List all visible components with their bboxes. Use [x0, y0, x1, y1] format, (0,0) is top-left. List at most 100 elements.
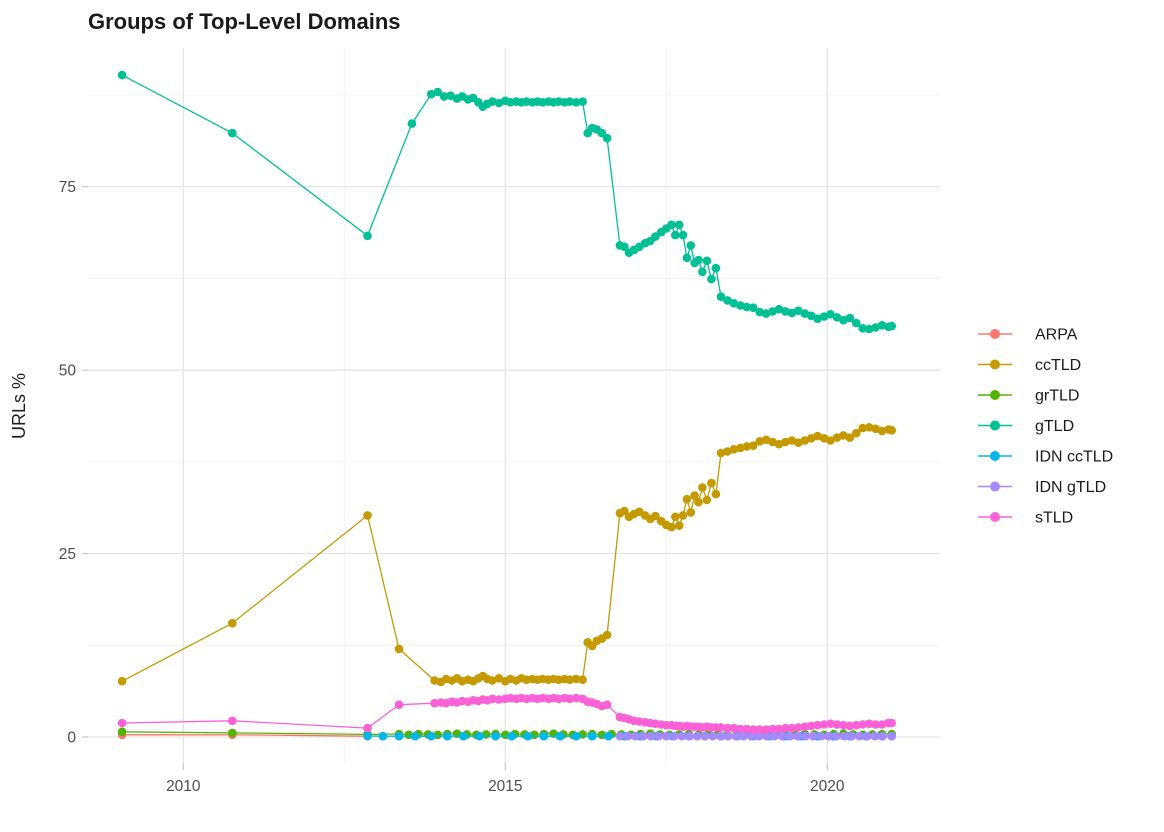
series-line-cctld	[122, 427, 892, 682]
series-point-idn-gtld	[716, 732, 725, 741]
series-point-cctld	[712, 490, 721, 499]
series-point-idn-gtld	[878, 732, 887, 741]
series-point-cctld	[887, 426, 896, 435]
series-point-idn-gtld	[832, 732, 841, 741]
series-point-idn-cctld	[411, 732, 420, 741]
series-point-stld	[363, 724, 372, 733]
legend-label: grTLD	[1035, 388, 1079, 405]
series-point-idn-gtld	[647, 732, 656, 741]
series-point-gtld	[887, 322, 896, 331]
legend-key-point	[990, 329, 1000, 339]
series-point-cctld	[671, 513, 680, 522]
series-line-gtld	[122, 75, 892, 329]
series-point-cctld	[694, 498, 703, 507]
x-axis-tick-label: 2020	[810, 778, 845, 795]
legend-label: ARPA	[1035, 327, 1078, 344]
series-point-idn-cctld	[443, 732, 452, 741]
series-point-cctld	[228, 619, 237, 628]
series-point-stld	[228, 717, 237, 726]
series-point-cctld	[707, 479, 716, 488]
series-point-gtld	[578, 97, 587, 106]
series-point-idn-gtld	[616, 732, 625, 741]
series-point-cctld	[679, 511, 688, 520]
series-point-idn-cctld	[459, 732, 468, 741]
series-point-idn-gtld	[871, 732, 880, 741]
y-axis-tick-label: 0	[67, 729, 76, 746]
series-point-cctld	[363, 511, 372, 520]
series-point-idn-cctld	[395, 732, 404, 741]
series-point-grtld	[118, 728, 127, 737]
series-point-cctld	[603, 631, 612, 640]
series-point-cctld	[703, 496, 712, 505]
series-point-gtld	[712, 264, 721, 273]
legend-key-point	[990, 421, 1000, 431]
series-point-grtld	[228, 729, 237, 738]
legend-key-point	[990, 390, 1000, 400]
series-point-idn-gtld	[863, 732, 872, 741]
legend-label: gTLD	[1035, 418, 1074, 435]
series-point-gtld	[698, 268, 707, 277]
series-point-cctld	[675, 521, 684, 530]
series-point-gtld	[228, 129, 237, 138]
legend-key-point	[990, 482, 1000, 492]
series-point-idn-gtld	[631, 732, 640, 741]
legend-label: IDN ccTLD	[1035, 449, 1113, 466]
series-point-idn-gtld	[724, 732, 733, 741]
series-point-idn-cctld	[588, 732, 597, 741]
series-point-idn-gtld	[678, 732, 687, 741]
series-point-stld	[395, 700, 404, 709]
series-point-idn-cctld	[491, 732, 500, 741]
series-point-idn-gtld	[817, 732, 826, 741]
series-point-idn-gtld	[809, 732, 818, 741]
legend-label: ccTLD	[1035, 357, 1081, 374]
series-point-idn-gtld	[701, 732, 710, 741]
series-point-idn-gtld	[887, 732, 896, 741]
series-point-idn-gtld	[732, 732, 741, 741]
series-point-gtld	[603, 134, 612, 143]
series-point-cctld	[118, 677, 127, 686]
legend-label: IDN gTLD	[1035, 479, 1106, 496]
series-point-cctld	[667, 523, 676, 532]
series-point-idn-gtld	[793, 732, 802, 741]
series-point-idn-gtld	[801, 732, 810, 741]
series-point-idn-gtld	[786, 732, 795, 741]
series-point-idn-cctld	[475, 732, 484, 741]
legend-label: sTLD	[1035, 510, 1073, 527]
y-axis-tick-label: 25	[59, 546, 76, 563]
series-point-idn-gtld	[840, 732, 849, 741]
series-point-idn-gtld	[693, 732, 702, 741]
series-point-gtld	[679, 231, 688, 240]
series-line-arpa	[122, 735, 367, 736]
series-point-idn-cctld	[524, 732, 533, 741]
y-axis-title: URLs %	[9, 373, 29, 439]
series-point-gtld	[694, 256, 703, 265]
series-point-idn-gtld	[670, 732, 679, 741]
series-point-stld	[603, 700, 612, 709]
series-line-stld	[122, 698, 892, 730]
series-point-cctld	[698, 483, 707, 492]
series-point-idn-cctld	[507, 732, 516, 741]
y-axis-tick-label: 50	[59, 363, 77, 380]
series-point-cctld	[687, 508, 696, 517]
series-point-idn-cctld	[427, 732, 436, 741]
x-axis-tick-label: 2015	[488, 778, 522, 795]
series-point-idn-gtld	[623, 732, 632, 741]
series-point-idn-cctld	[363, 732, 372, 741]
series-point-stld	[887, 719, 896, 728]
series-point-gtld	[118, 71, 127, 80]
series-point-idn-gtld	[639, 732, 648, 741]
series-point-idn-cctld	[572, 732, 581, 741]
series-point-gtld	[671, 231, 680, 240]
series-point-idn-cctld	[379, 732, 388, 741]
series-point-idn-cctld	[556, 732, 565, 741]
series-point-idn-cctld	[604, 732, 613, 741]
series-point-gtld	[687, 241, 696, 250]
series-point-cctld	[578, 675, 587, 684]
chart-title: Groups of Top-Level Domains	[88, 9, 401, 34]
series-point-gtld	[703, 257, 712, 266]
series-point-idn-gtld	[855, 732, 864, 741]
series-point-idn-gtld	[824, 732, 833, 741]
